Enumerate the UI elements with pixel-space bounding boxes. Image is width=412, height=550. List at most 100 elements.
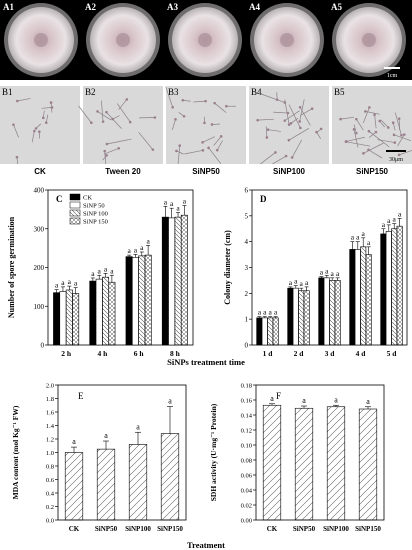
panel-label-b2: B2: [85, 87, 96, 97]
spore: [181, 98, 185, 102]
spore: [103, 149, 107, 153]
spore: [298, 120, 301, 123]
hypha: [398, 149, 412, 156]
spore: [204, 99, 207, 103]
significance-letter: a: [140, 243, 144, 252]
significance-letter: a: [164, 197, 168, 206]
y-tick-label: 4: [245, 238, 249, 246]
y-tick-label: 5: [245, 212, 249, 220]
significance-letter: a: [270, 394, 274, 403]
x-tick-label: SiNP50: [95, 525, 118, 533]
spore: [400, 133, 403, 137]
bar-charts: SiNPs treatment time Treatment 010020030…: [7, 187, 408, 550]
hypha: [300, 108, 313, 116]
hypha: [374, 114, 377, 129]
bar: [349, 249, 356, 346]
hypha: [353, 129, 359, 148]
hypha: [257, 118, 274, 121]
spore: [286, 111, 290, 115]
bar: [267, 317, 274, 346]
hypha: [41, 107, 53, 109]
legend-swatch: [69, 209, 81, 217]
significance-letter: a: [387, 216, 391, 225]
hypha: [356, 118, 364, 131]
significance-letter: a: [127, 246, 131, 255]
plot-frame: [255, 384, 385, 521]
y-tick-label: 200: [34, 264, 45, 272]
bar: [95, 278, 103, 346]
hypha: [368, 149, 383, 159]
spore: [378, 119, 382, 123]
y-tick-label: 0.18: [241, 383, 252, 390]
spore: [50, 106, 54, 109]
panel-label-a2: A2: [85, 2, 96, 12]
bar: [256, 317, 263, 346]
spore: [310, 107, 314, 111]
y-tick-label: 0.12: [241, 428, 252, 435]
x-tick-label: SiNP100: [125, 525, 151, 533]
spore: [171, 105, 175, 109]
y-tick-label: 1.0: [46, 450, 54, 457]
x-tick-label: 1 d: [263, 349, 274, 358]
spore: [299, 126, 302, 130]
spore: [215, 148, 219, 152]
y-tick-label: 1: [245, 316, 249, 324]
spore: [90, 121, 93, 125]
significance-letter: a: [104, 264, 108, 273]
hypha: [176, 150, 184, 155]
spore: [41, 116, 45, 120]
hypha: [193, 100, 206, 103]
significance-letter: a: [289, 278, 293, 287]
hypha: [138, 132, 154, 150]
y-tick-label: 0.04: [241, 488, 253, 495]
spore: [101, 120, 105, 123]
bar: [380, 233, 387, 346]
spore: [34, 127, 38, 130]
hypha: [288, 104, 301, 129]
spore: [364, 110, 367, 113]
hypha: [259, 152, 276, 164]
hypha: [213, 136, 222, 146]
hypha: [288, 127, 310, 141]
bar: [292, 287, 299, 346]
significance-letter: a: [302, 396, 306, 405]
spore: [339, 117, 342, 121]
spore: [201, 141, 204, 144]
scale-label-a: 1cm: [387, 73, 398, 79]
significance-letter: a: [274, 308, 278, 317]
y-tick-label: 0.2: [46, 504, 54, 511]
spore: [367, 148, 370, 152]
hypha: [16, 157, 19, 164]
spore: [151, 148, 155, 151]
hypha: [116, 103, 131, 123]
legend-swatch: [69, 193, 81, 201]
bar: [329, 280, 336, 346]
bar: [161, 216, 169, 346]
hypha: [177, 145, 181, 164]
bar: [287, 287, 294, 346]
panel-label: D: [260, 194, 267, 204]
hypha: [346, 136, 365, 142]
legend-label: SiNP 50: [83, 203, 105, 210]
panel-label-b1: B1: [2, 87, 13, 97]
bar: [262, 404, 282, 521]
spore: [96, 110, 99, 113]
caption-sinp150: SiNP150: [355, 167, 389, 176]
caption-ck: CK: [34, 167, 46, 176]
y-tick-label: 0.0: [46, 518, 54, 525]
bar: [72, 293, 80, 346]
bar: [65, 289, 73, 346]
spore: [393, 141, 397, 144]
hypha: [394, 112, 402, 136]
y-tick-label: 0.02: [241, 503, 252, 510]
y-tick-label: 2: [245, 290, 249, 298]
spore: [319, 127, 323, 131]
y-tick-label: 0.08: [241, 458, 252, 465]
spore: [207, 146, 210, 150]
hypha: [258, 92, 285, 103]
hypha: [290, 117, 299, 124]
spore: [105, 110, 108, 114]
caption-sinp100: SiNP100: [272, 167, 306, 176]
bar: [358, 408, 378, 521]
hypha: [13, 124, 19, 138]
